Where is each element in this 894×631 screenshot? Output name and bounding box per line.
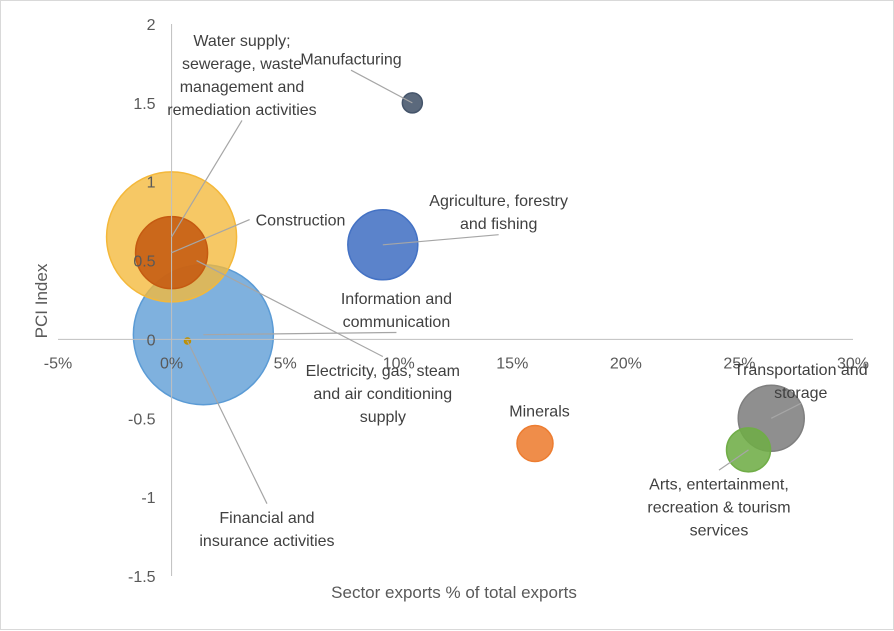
- x-tick-label: 10%: [383, 355, 415, 372]
- leader-line-water-supply: [171, 120, 243, 238]
- data-label-arts-entertainment: Arts, entertainment, recreation & tourism…: [647, 477, 790, 540]
- data-label-information-and: Information and communication: [341, 291, 452, 331]
- x-tick-label: 0%: [160, 355, 183, 372]
- x-tick-label: 5%: [274, 355, 297, 372]
- x-tick-label: 15%: [496, 355, 528, 372]
- x-axis-title: Sector exports % of total exports: [331, 583, 577, 602]
- leader-line-construction: [171, 219, 250, 254]
- y-axis-title: PCI Index: [32, 263, 51, 338]
- x-tick-label: 30%: [837, 355, 869, 372]
- x-tick-label: 20%: [610, 355, 642, 372]
- leader-line-manufacturing: [350, 69, 413, 104]
- x-tick-label: 25%: [723, 355, 755, 372]
- leader-lines-layer: [171, 69, 802, 504]
- leader-line-electricity-gas-steam: [196, 260, 384, 358]
- tick-labels-layer: -5% 0% 5% 10% 15% 20% 25% 30% -1.5 -1 -0.5 0 0.5 1 1.5…: [44, 17, 869, 586]
- bubbles-layer: [105, 92, 805, 473]
- leader-line-agriculture-forestry: [382, 234, 499, 246]
- y-tick-label: 0: [147, 332, 156, 349]
- data-label-water-supply: Water supply; sewerage, waste management a…: [167, 33, 316, 119]
- y-tick-label: 2: [147, 17, 156, 34]
- leader-line-information-and: [203, 331, 397, 336]
- axes-layer: [58, 24, 853, 576]
- leader-line-arts-entertainment: [718, 449, 749, 471]
- data-label-agriculture-forestry: Agriculture, forestry and fishing: [429, 193, 568, 233]
- data-label-financial-and: Financial and insurance activities: [199, 510, 334, 550]
- data-label-electricity-gas-steam: Electricity, gas, steam and air condition…: [306, 363, 460, 426]
- y-tick-label: 1.5: [133, 96, 155, 113]
- x-tick-label: -5%: [44, 355, 72, 372]
- leader-line-financial-and: [186, 340, 268, 504]
- data-label-transportation-and: Transportation and storage: [734, 362, 868, 402]
- y-tick-label: -1: [141, 490, 155, 507]
- data-label-minerals: Minerals: [509, 403, 569, 420]
- y-tick-label: 1: [147, 175, 156, 192]
- y-tick-label: -0.5: [128, 411, 156, 428]
- leader-line-transportation-and: [770, 402, 802, 419]
- data-label-construction: Construction: [256, 213, 346, 230]
- y-tick-label: 0.5: [133, 254, 155, 271]
- data-label-manufacturing: Manufacturing: [300, 52, 401, 69]
- bubble-minerals: [516, 424, 554, 463]
- y-tick-label: -1.5: [128, 569, 156, 586]
